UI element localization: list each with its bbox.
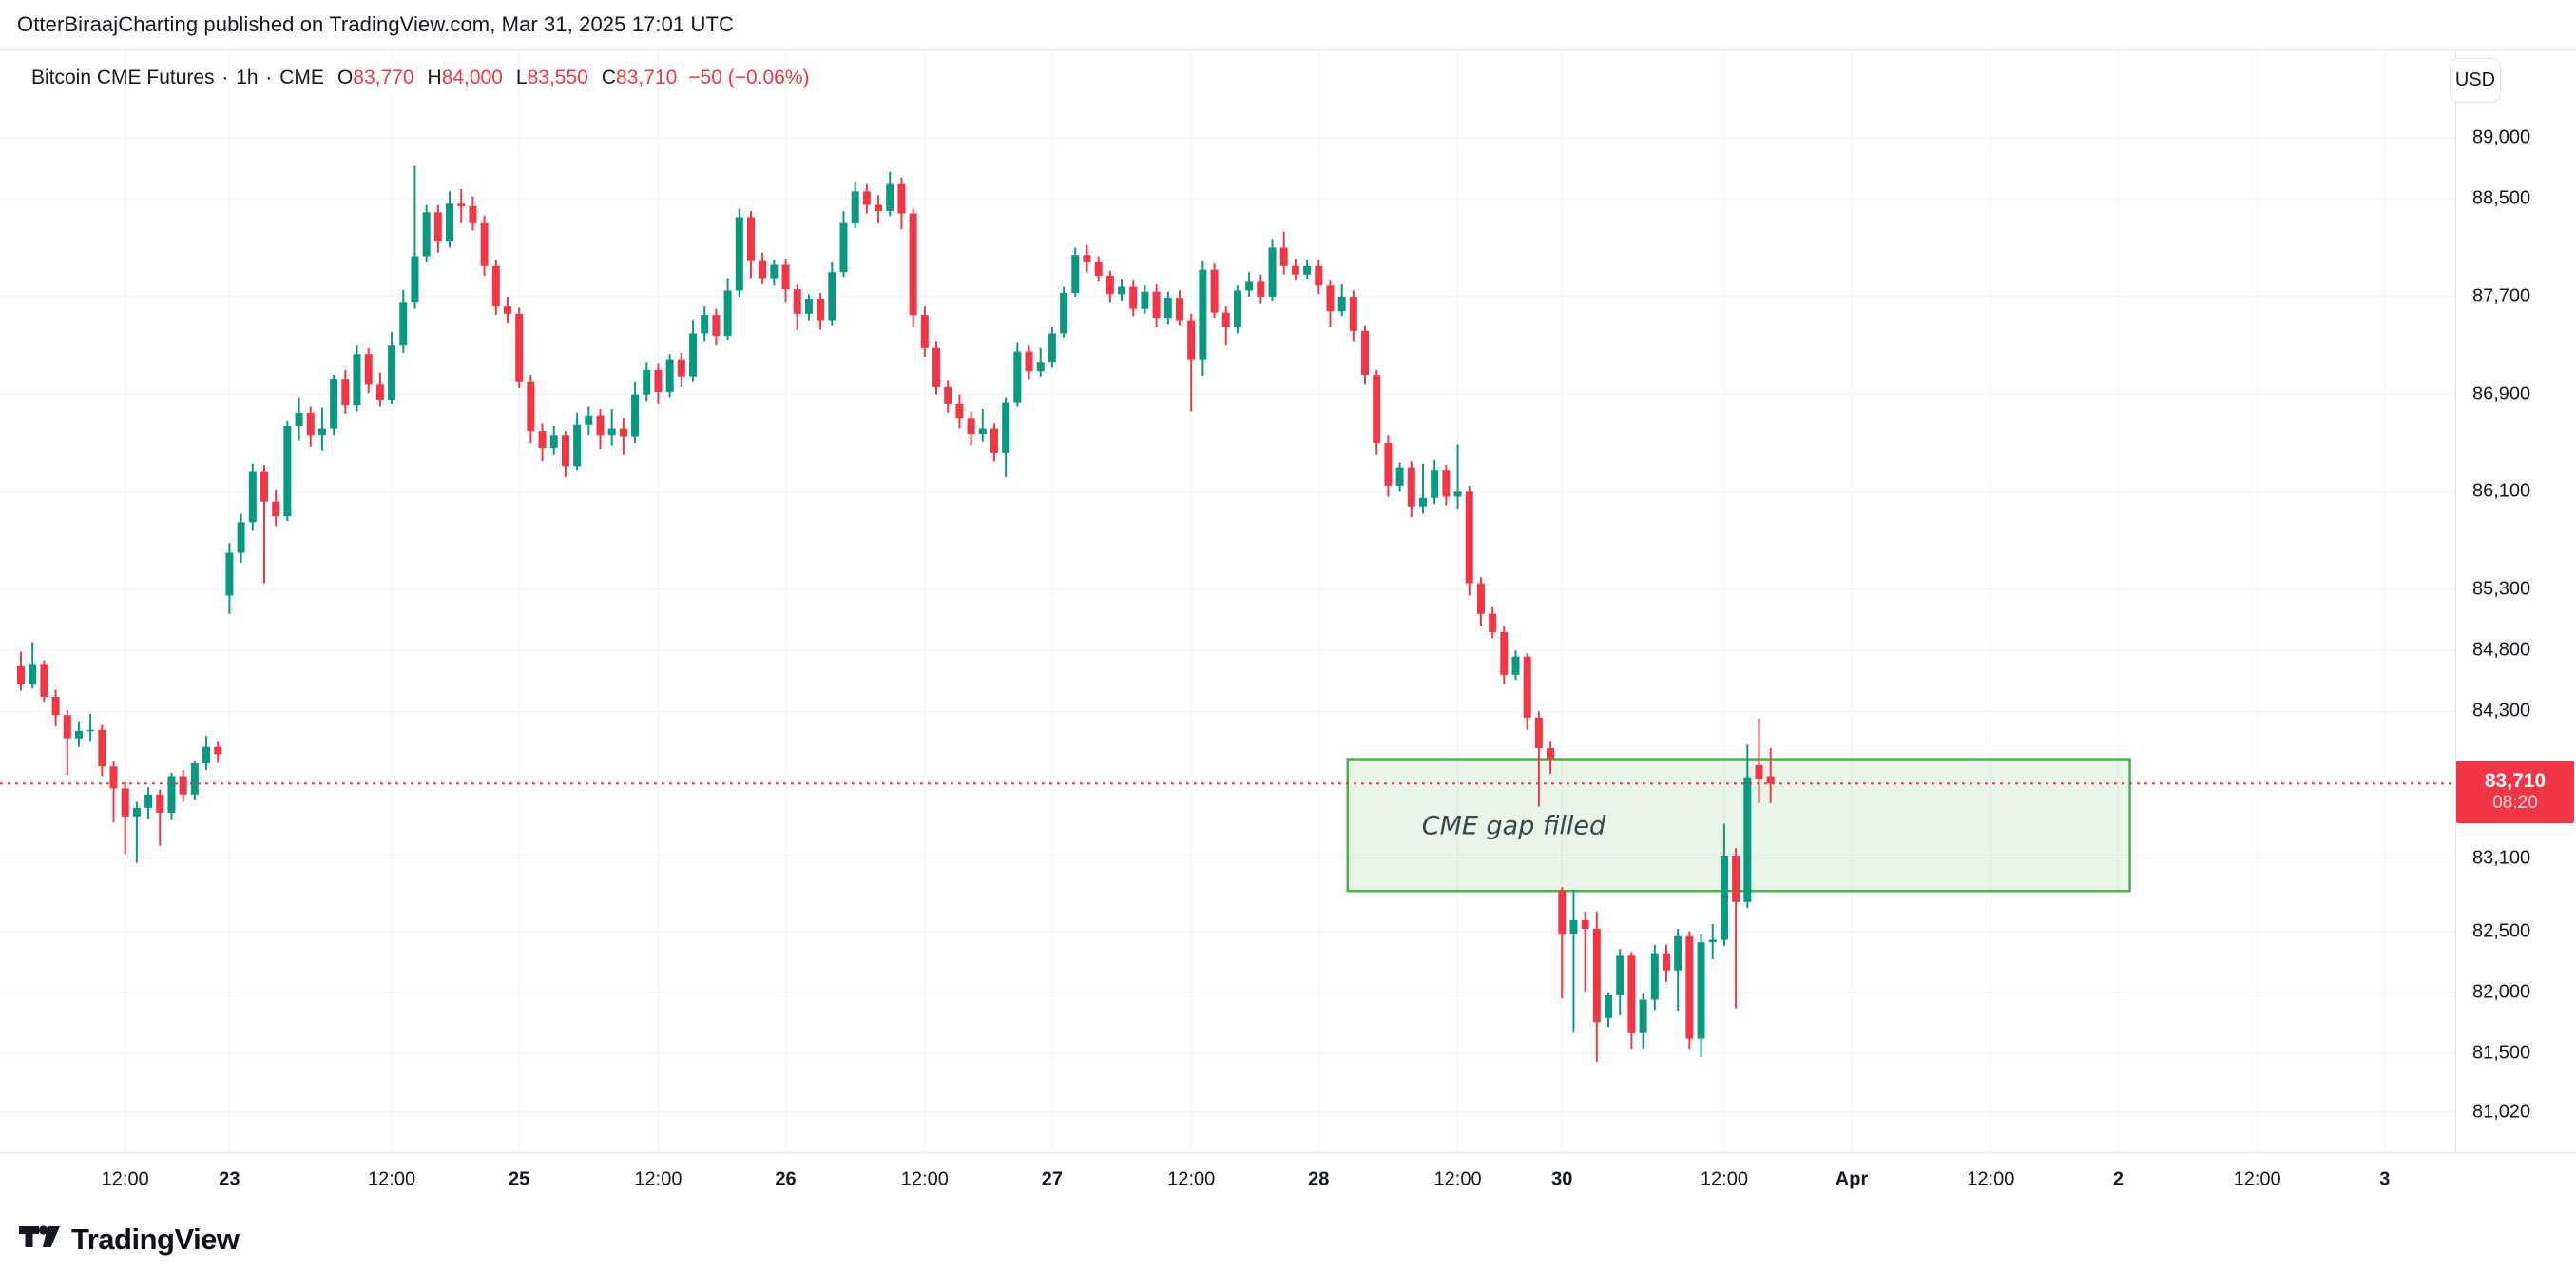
chart-pane[interactable] [0, 50, 2455, 1152]
price-tick-label: 81,500 [2472, 1042, 2531, 1064]
price-tick-label: 83,100 [2472, 847, 2531, 869]
time-tick-label: 30 [1551, 1168, 1573, 1190]
close-label: C [601, 67, 617, 88]
interval-label[interactable]: 1h [236, 67, 259, 88]
price-tick-label: 86,900 [2472, 383, 2531, 405]
candle-countdown: 08:20 [2492, 793, 2538, 814]
symbol-header: Bitcoin CME Futures · 1h · CME O 83,770 H… [31, 67, 810, 89]
tradingview-logo-text: TradingView [71, 1223, 240, 1256]
price-tick-label: 86,100 [2472, 480, 2531, 502]
open-label: O [336, 67, 354, 88]
last-price-badge: 83,710 08:20 [2456, 761, 2574, 824]
price-axis[interactable]: 89,000 88,500 87,700 86,900 86,100 85,300 84,8… [2455, 50, 2576, 1205]
attribution-text: OtterBiraajCharting published on Trading… [17, 12, 734, 36]
attribution-bar: OtterBiraajCharting published on Trading… [0, 0, 2576, 50]
time-tick-label: 12:00 [634, 1168, 682, 1190]
gap-annotation-label[interactable]: CME gap filled [1421, 811, 1606, 841]
time-tick-label: 12:00 [1433, 1168, 1482, 1190]
time-tick-label: 28 [1308, 1168, 1330, 1190]
open-value: 83,770 [353, 67, 414, 88]
low-value: 83,550 [527, 67, 588, 88]
last-price-value: 83,710 [2484, 770, 2547, 793]
change-readout: −50 (−0.06%) [688, 67, 810, 88]
price-tick-label: 82,500 [2472, 920, 2531, 942]
time-axis[interactable]: 12:00 23 12:00 25 12:00 26 12:00 27 12:00 28 12:00… [0, 1152, 2576, 1207]
time-tick-label: 12:00 [900, 1168, 949, 1190]
tradingview-logo-icon [19, 1225, 60, 1247]
time-tick-label: 12:00 [368, 1168, 416, 1190]
time-tick-label: 23 [219, 1168, 240, 1190]
price-tick-label: 87,700 [2472, 285, 2531, 307]
price-tick-label: 88,500 [2472, 187, 2531, 209]
time-tick-label: 25 [509, 1168, 530, 1190]
time-tick-label: 12:00 [1700, 1168, 1748, 1190]
time-tick-label: 12:00 [1167, 1168, 1216, 1190]
currency-button[interactable]: USD [2450, 58, 2501, 103]
symbol-title[interactable]: Bitcoin CME Futures [31, 67, 215, 88]
price-tick-label: 82,000 [2472, 981, 2531, 1003]
exchange-label[interactable]: CME [279, 67, 324, 88]
high-value: 84,000 [441, 67, 503, 88]
price-tick-label: 84,800 [2472, 639, 2531, 661]
low-label: L [515, 67, 528, 88]
time-tick-label: 2 [2112, 1168, 2124, 1190]
time-tick-label: 27 [1041, 1168, 1064, 1190]
time-tick-label: 26 [775, 1168, 797, 1190]
close-value: 83,710 [616, 67, 678, 88]
price-tick-label: 85,300 [2472, 578, 2531, 600]
separator-dot: · [216, 67, 235, 88]
time-tick-label: 12:00 [2233, 1168, 2281, 1190]
tradingview-logo[interactable]: TradingView [19, 1223, 240, 1257]
price-tick-label: 81,020 [2472, 1101, 2531, 1123]
price-tick-label: 84,300 [2472, 700, 2531, 722]
high-label: H [427, 67, 442, 88]
separator-dot: · [260, 67, 279, 88]
price-tick-label: 89,000 [2472, 126, 2531, 148]
time-tick-label: 3 [2379, 1168, 2391, 1190]
footer-bar: TradingView [0, 1205, 2576, 1272]
time-tick-label: 12:00 [101, 1168, 149, 1190]
time-tick-label: Apr [1835, 1168, 1869, 1190]
time-tick-label: 12:00 [1967, 1168, 2015, 1190]
